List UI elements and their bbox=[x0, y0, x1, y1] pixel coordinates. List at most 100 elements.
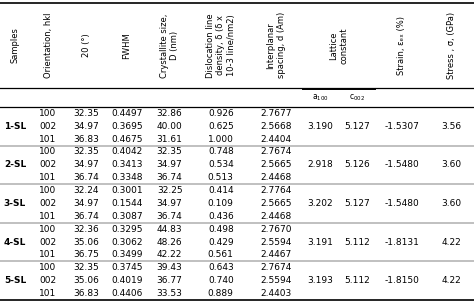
Text: Interplanar
spacing, d (Am): Interplanar spacing, d (Am) bbox=[266, 12, 286, 78]
Text: 1.000: 1.000 bbox=[208, 135, 234, 144]
Text: 34.97: 34.97 bbox=[73, 160, 99, 169]
Text: 0.3062: 0.3062 bbox=[111, 238, 143, 247]
Text: 101: 101 bbox=[39, 135, 57, 144]
Text: 2.4467: 2.4467 bbox=[260, 251, 292, 259]
Text: 0.748: 0.748 bbox=[208, 148, 234, 156]
Text: 0.4497: 0.4497 bbox=[111, 109, 143, 118]
Text: Strain, εₑₓ (%): Strain, εₑₓ (%) bbox=[397, 16, 406, 75]
Text: 002: 002 bbox=[39, 160, 56, 169]
Text: Orientation, hkl: Orientation, hkl bbox=[44, 13, 53, 78]
Text: 002: 002 bbox=[39, 276, 56, 285]
Text: 36.75: 36.75 bbox=[73, 251, 100, 259]
Text: 002: 002 bbox=[39, 199, 56, 208]
Text: 36.83: 36.83 bbox=[73, 289, 100, 298]
Text: 100: 100 bbox=[39, 186, 57, 195]
Text: 0.4675: 0.4675 bbox=[111, 135, 143, 144]
Text: 0.561: 0.561 bbox=[208, 251, 234, 259]
Text: -1.5307: -1.5307 bbox=[384, 122, 419, 131]
Text: 101: 101 bbox=[39, 173, 57, 182]
Text: 3.190: 3.190 bbox=[308, 122, 334, 131]
Text: 0.926: 0.926 bbox=[208, 109, 234, 118]
Text: 5.112: 5.112 bbox=[344, 238, 370, 247]
Text: 4-SL: 4-SL bbox=[4, 238, 26, 247]
Text: 34.97: 34.97 bbox=[157, 199, 182, 208]
Text: 32.86: 32.86 bbox=[157, 109, 182, 118]
Text: 35.06: 35.06 bbox=[73, 276, 100, 285]
Text: 0.498: 0.498 bbox=[208, 225, 234, 234]
Text: Stress , σ, (GPa): Stress , σ, (GPa) bbox=[447, 12, 456, 79]
Text: 36.74: 36.74 bbox=[157, 173, 182, 182]
Text: 0.3348: 0.3348 bbox=[111, 173, 143, 182]
Text: 2.7677: 2.7677 bbox=[260, 109, 292, 118]
Text: 0.3745: 0.3745 bbox=[111, 263, 143, 272]
Text: 34.97: 34.97 bbox=[157, 160, 182, 169]
Text: 0.643: 0.643 bbox=[208, 263, 234, 272]
Text: 2.918: 2.918 bbox=[308, 160, 333, 169]
Text: 0.4042: 0.4042 bbox=[111, 148, 143, 156]
Text: 0.3413: 0.3413 bbox=[111, 160, 143, 169]
Text: -1.8150: -1.8150 bbox=[384, 276, 419, 285]
Text: 1-SL: 1-SL bbox=[4, 122, 26, 131]
Text: 35.06: 35.06 bbox=[73, 238, 100, 247]
Text: 3.60: 3.60 bbox=[441, 199, 461, 208]
Text: 0.889: 0.889 bbox=[208, 289, 234, 298]
Text: 32.35: 32.35 bbox=[73, 263, 99, 272]
Text: 40.00: 40.00 bbox=[157, 122, 182, 131]
Text: 33.53: 33.53 bbox=[157, 289, 182, 298]
Text: 32.35: 32.35 bbox=[73, 148, 99, 156]
Text: 32.25: 32.25 bbox=[157, 186, 182, 195]
Text: 5-SL: 5-SL bbox=[4, 276, 26, 285]
Text: 0.3295: 0.3295 bbox=[111, 225, 143, 234]
Text: 2.7670: 2.7670 bbox=[260, 225, 292, 234]
Text: 20 (°): 20 (°) bbox=[82, 33, 91, 57]
Text: 2.4468: 2.4468 bbox=[260, 173, 292, 182]
Text: 32.24: 32.24 bbox=[73, 186, 99, 195]
Text: 2.5665: 2.5665 bbox=[260, 160, 292, 169]
Text: 100: 100 bbox=[39, 263, 57, 272]
Text: 100: 100 bbox=[39, 148, 57, 156]
Text: Crystallite size,
D (nm): Crystallite size, D (nm) bbox=[160, 13, 179, 78]
Text: 101: 101 bbox=[39, 251, 57, 259]
Text: 3.193: 3.193 bbox=[308, 276, 334, 285]
Text: Samples: Samples bbox=[10, 27, 19, 63]
Text: 2.4403: 2.4403 bbox=[260, 289, 292, 298]
Text: -1.5480: -1.5480 bbox=[384, 199, 419, 208]
Text: 3.60: 3.60 bbox=[441, 160, 461, 169]
Text: 5.112: 5.112 bbox=[344, 276, 370, 285]
Text: 36.74: 36.74 bbox=[157, 212, 182, 221]
Text: 5.127: 5.127 bbox=[344, 122, 370, 131]
Text: c$_{002}$: c$_{002}$ bbox=[349, 92, 365, 102]
Text: 100: 100 bbox=[39, 109, 57, 118]
Text: 2.5594: 2.5594 bbox=[260, 238, 292, 247]
Text: 100: 100 bbox=[39, 225, 57, 234]
Text: 32.35: 32.35 bbox=[73, 109, 99, 118]
Text: 2.5665: 2.5665 bbox=[260, 199, 292, 208]
Text: 4.22: 4.22 bbox=[441, 276, 461, 285]
Text: 48.26: 48.26 bbox=[157, 238, 182, 247]
Text: 2.7674: 2.7674 bbox=[260, 148, 292, 156]
Text: 0.414: 0.414 bbox=[208, 186, 234, 195]
Text: 0.3695: 0.3695 bbox=[111, 122, 143, 131]
Text: 4.22: 4.22 bbox=[441, 238, 461, 247]
Text: 2.5668: 2.5668 bbox=[260, 122, 292, 131]
Text: 002: 002 bbox=[39, 238, 56, 247]
Text: a$_{100}$: a$_{100}$ bbox=[312, 92, 329, 102]
Text: Lattice
constant: Lattice constant bbox=[329, 27, 348, 64]
Text: 101: 101 bbox=[39, 289, 57, 298]
Text: 0.534: 0.534 bbox=[208, 160, 234, 169]
Text: 3.56: 3.56 bbox=[441, 122, 461, 131]
Text: 2.4468: 2.4468 bbox=[260, 212, 292, 221]
Text: 3.202: 3.202 bbox=[308, 199, 333, 208]
Text: 0.4406: 0.4406 bbox=[111, 289, 143, 298]
Text: 002: 002 bbox=[39, 122, 56, 131]
Text: 31.61: 31.61 bbox=[157, 135, 182, 144]
Text: 36.83: 36.83 bbox=[73, 135, 100, 144]
Text: 3.191: 3.191 bbox=[308, 238, 334, 247]
Text: 5.126: 5.126 bbox=[344, 160, 370, 169]
Text: 2.7674: 2.7674 bbox=[260, 263, 292, 272]
Text: 34.97: 34.97 bbox=[73, 122, 99, 131]
Text: -1.8131: -1.8131 bbox=[384, 238, 419, 247]
Text: 5.127: 5.127 bbox=[344, 199, 370, 208]
Text: 0.3499: 0.3499 bbox=[111, 251, 143, 259]
Text: 0.436: 0.436 bbox=[208, 212, 234, 221]
